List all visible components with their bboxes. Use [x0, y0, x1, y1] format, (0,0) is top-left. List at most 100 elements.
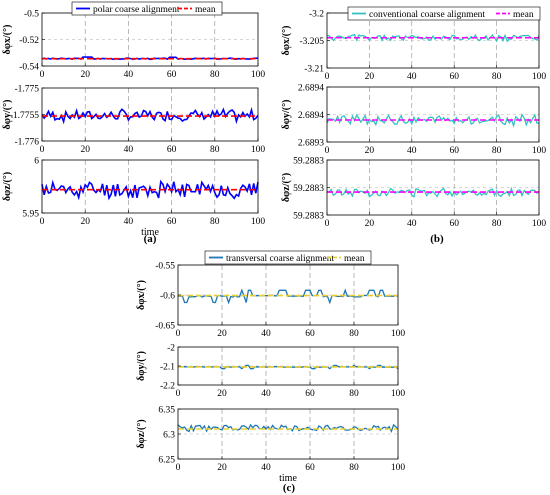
- legend: transversal coarse alignment mean: [204, 250, 372, 265]
- y-tick-label: -1.775: [14, 85, 39, 95]
- subplot-c1: 0 20 40 60 80 100 -0.55 -0.6 -0.65 δφx/(°) transve…: [136, 250, 405, 339]
- x-tick-label: 100: [391, 463, 406, 473]
- x-tick-label: 100: [251, 70, 266, 80]
- x-tick-label: 80: [210, 145, 220, 155]
- x-tick-label: 40: [261, 463, 271, 473]
- y-axis-label: δφz/(°): [2, 172, 13, 201]
- panel-label: (a): [144, 233, 157, 245]
- x-tick-label: 100: [251, 217, 266, 227]
- legend: conventional coarse alignment mean: [347, 6, 541, 21]
- legend: polar coarse alignment mean: [71, 1, 223, 16]
- x-tick-label: 0: [40, 217, 45, 227]
- x-tick-label: 20: [217, 389, 227, 399]
- x-tick-label: 0: [325, 146, 330, 156]
- y-tick-label: -3.21: [304, 65, 324, 75]
- legend-label: conventional coarse alignment: [369, 10, 485, 20]
- y-tick-label: 5.95: [22, 210, 39, 220]
- y-tick-label: -3.2: [309, 10, 324, 20]
- x-tick-label: 0: [325, 72, 330, 82]
- y-tick-label: -0.5: [24, 10, 39, 20]
- series-line: [177, 423, 399, 434]
- y-tick-label: -3.205: [299, 37, 324, 47]
- y-tick-label: -2.1: [160, 363, 175, 373]
- x-tick-label: 80: [492, 72, 502, 82]
- x-tick-label: 0: [176, 463, 181, 473]
- x-tick-label: 60: [449, 146, 459, 156]
- x-tick-label: 60: [305, 329, 315, 339]
- x-axis-label: time: [141, 227, 159, 238]
- legend-label: polar coarse alignment: [93, 5, 180, 15]
- y-tick-label: -0.54: [19, 63, 39, 73]
- y-tick-label: 59.2883: [293, 212, 324, 222]
- legend-label: mean: [344, 254, 365, 264]
- subplot-c3: 0 20 40 60 80 100 6.35 6.3 6.25 δφz/(°) time: [136, 406, 405, 485]
- x-tick-label: 40: [407, 146, 417, 156]
- x-tick-label: 40: [124, 217, 134, 227]
- x-tick-label: 60: [167, 70, 177, 80]
- x-tick-label: 0: [325, 219, 330, 229]
- panel-label: (c): [283, 482, 296, 494]
- y-tick-label: 6: [34, 157, 39, 167]
- x-tick-label: 60: [449, 72, 459, 82]
- x-tick-label: 80: [349, 463, 359, 473]
- x-tick-label: 100: [251, 145, 266, 155]
- x-tick-label: 100: [532, 146, 547, 156]
- y-tick-label: -1.7755: [10, 111, 40, 121]
- x-tick-label: 40: [407, 219, 417, 229]
- x-tick-label: 40: [124, 145, 134, 155]
- x-tick-label: 20: [365, 219, 375, 229]
- x-tick-label: 100: [532, 72, 547, 82]
- x-tick-label: 40: [407, 72, 417, 82]
- y-tick-label: -1.776: [14, 138, 39, 148]
- legend-label: mean: [513, 10, 534, 20]
- y-tick-label: -2: [167, 344, 175, 354]
- x-tick-label: 20: [217, 463, 227, 473]
- y-tick-label: 6.25: [158, 456, 175, 466]
- x-tick-label: 20: [80, 145, 90, 155]
- y-tick-label: 2.6894: [298, 84, 324, 94]
- y-tick-label: 6.3: [163, 431, 175, 441]
- y-axis-label: δφx/(°): [136, 280, 147, 310]
- y-axis-label: δφx/(°): [2, 25, 13, 55]
- x-tick-label: 20: [365, 146, 375, 156]
- x-tick-label: 80: [210, 217, 220, 227]
- x-tick-label: 60: [449, 219, 459, 229]
- y-tick-label: 59.2883: [293, 184, 324, 194]
- y-tick-label: 59.2883: [293, 157, 324, 167]
- x-tick-label: 40: [261, 329, 271, 339]
- x-tick-label: 0: [40, 145, 45, 155]
- x-tick-label: 20: [80, 217, 90, 227]
- series-line: [326, 33, 540, 43]
- x-tick-label: 0: [40, 70, 45, 80]
- x-tick-label: 60: [305, 463, 315, 473]
- x-tick-label: 20: [217, 329, 227, 339]
- x-tick-label: 80: [349, 329, 359, 339]
- y-axis-label: δφy/(°): [281, 100, 292, 130]
- y-axis-label: δφy/(°): [2, 100, 13, 130]
- series-line: [326, 113, 540, 128]
- y-axis-label: δφy/(°): [136, 351, 147, 381]
- x-tick-label: 80: [492, 146, 502, 156]
- x-axis-label: time: [279, 473, 297, 484]
- legend-label: mean: [195, 5, 216, 15]
- y-tick-label: -0.55: [155, 262, 175, 272]
- y-axis-label: δφz/(°): [136, 419, 147, 448]
- panel-label: (b): [430, 233, 444, 245]
- legend-frame: [347, 6, 541, 21]
- x-tick-label: 0: [176, 329, 181, 339]
- x-tick-label: 100: [532, 219, 547, 229]
- y-tick-label: 6.35: [158, 406, 175, 416]
- y-tick-label: -0.52: [19, 36, 39, 46]
- legend-frame: [71, 1, 223, 16]
- x-tick-label: 80: [492, 219, 502, 229]
- plot-frame: [41, 159, 259, 214]
- y-tick-label: 2.6893: [298, 139, 324, 149]
- series-line: [41, 179, 259, 201]
- y-axis-label: δφz/(°): [281, 173, 292, 202]
- x-tick-label: 80: [210, 70, 220, 80]
- x-tick-label: 40: [261, 389, 271, 399]
- x-tick-label: 20: [80, 70, 90, 80]
- x-tick-label: 60: [305, 389, 315, 399]
